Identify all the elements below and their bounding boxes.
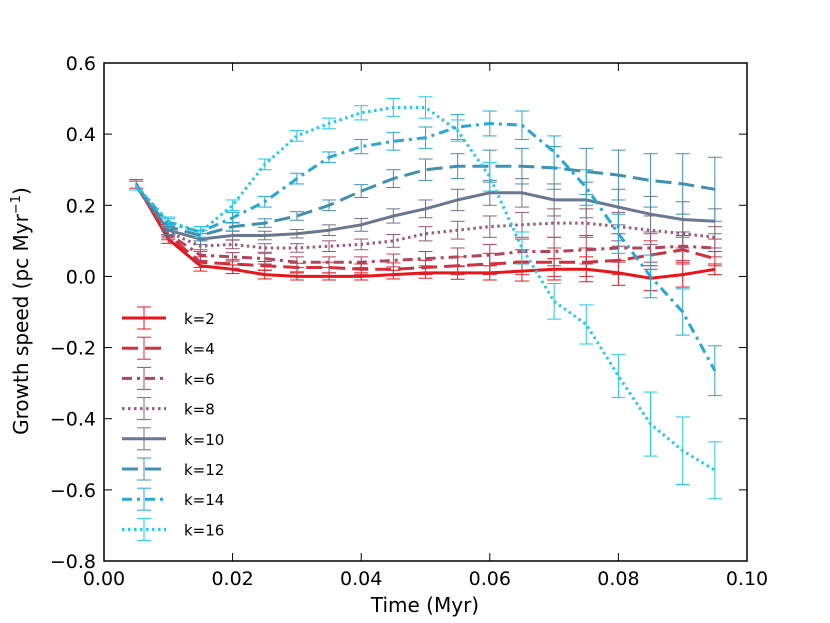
y-tick-label: −0.8: [50, 551, 96, 573]
plot-frame: [103, 62, 748, 562]
y-axis-label: Growth speed (pc Myr−1): [9, 187, 33, 435]
legend-label-k=8: k=8: [184, 401, 215, 419]
legend-item-k=2: k=2: [122, 306, 215, 330]
legend-item-k=4: k=4: [122, 336, 215, 360]
x-tick-label: 0.10: [726, 568, 768, 590]
x-tick-label: 0.08: [597, 568, 639, 590]
y-tick-label: 0.6: [66, 53, 96, 75]
legend-item-k=8: k=8: [122, 397, 215, 421]
x-tick-label: 0.04: [340, 568, 382, 590]
series-k=16: [129, 96, 722, 500]
legend-item-k=12: k=12: [122, 457, 224, 481]
axes-layer: 0.00 0.02 0.04 0.06 0.08 0.10 −0.8 −0.6 −0.4 −0.2…: [50, 53, 768, 590]
y-tick-label: 0.2: [66, 195, 96, 217]
legend-label-k=2: k=2: [184, 310, 215, 328]
legend-label-k=6: k=6: [184, 370, 215, 388]
legend-label-k=12: k=12: [184, 461, 224, 479]
legend-label-k=10: k=10: [184, 431, 224, 449]
y-axis-label-main: Growth speed (pc Myr: [9, 213, 33, 434]
x-tick-label: 0.06: [469, 568, 511, 590]
y-tick-label: −0.2: [50, 338, 96, 360]
x-axis-label: Time (Myr): [370, 593, 479, 617]
y-tick-label: 0.4: [66, 124, 96, 146]
legend-item-k=16: k=16: [122, 517, 224, 541]
y-tick-label: −0.4: [50, 409, 96, 431]
legend-item-k=6: k=6: [122, 366, 215, 390]
series-layer: [129, 96, 722, 500]
y-tick-label: 0.0: [66, 266, 96, 288]
y-axis-label-close: ): [9, 187, 33, 195]
legend-label-k=4: k=4: [184, 340, 215, 358]
y-tick-label: −0.6: [50, 480, 96, 502]
y-axis-label-exponent: −1: [9, 195, 24, 214]
legend-label-k=16: k=16: [184, 521, 224, 539]
x-tick-label: 0.02: [211, 568, 253, 590]
legend-item-k=10: k=10: [122, 427, 224, 451]
legend: k=2 k=4 k=6 k=8 k=10 k=12 k=14 k=16: [122, 306, 224, 541]
legend-label-k=14: k=14: [184, 491, 224, 509]
legend-item-k=14: k=14: [122, 487, 224, 511]
x-tick-label: 0.00: [83, 568, 125, 590]
